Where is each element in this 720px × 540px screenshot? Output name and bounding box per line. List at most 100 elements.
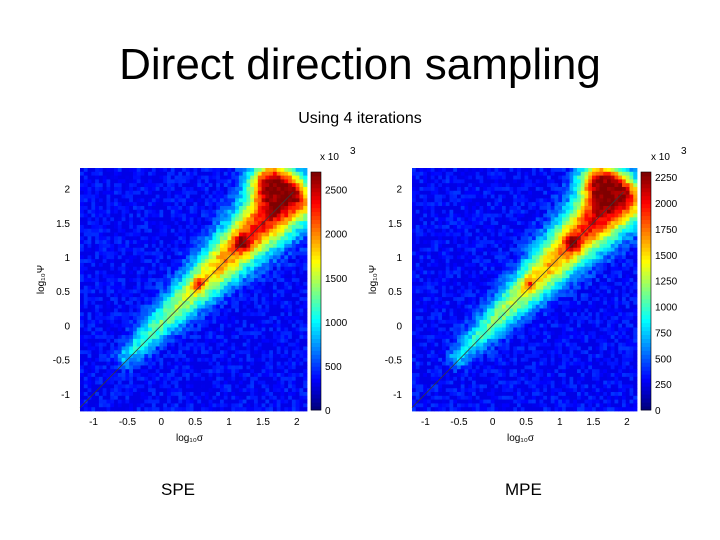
heatmap-cell (254, 194, 259, 199)
heatmap-cell (80, 338, 85, 344)
heatmap-cell (250, 278, 255, 283)
heatmap-cell (159, 194, 164, 199)
heatmap-cell (98, 183, 104, 188)
heatmap-cell (129, 270, 134, 275)
heatmap-cell (261, 270, 266, 275)
heatmap-cell (148, 327, 153, 332)
heatmap-cell (460, 285, 465, 290)
heatmap-cell (430, 240, 435, 245)
heatmap-cell (449, 266, 454, 271)
heatmap-cell (430, 251, 435, 256)
heatmap-cell (419, 190, 424, 195)
heatmap-cell (295, 392, 300, 397)
heatmap-cell (117, 304, 123, 309)
heatmap-cell (178, 312, 183, 317)
heatmap-cell (265, 297, 270, 302)
heatmap-cell (254, 190, 259, 195)
heatmap-cell (265, 186, 270, 192)
heatmap-cell (284, 278, 289, 283)
heatmap-cell (219, 323, 225, 328)
heatmap-cell (114, 209, 119, 214)
heatmap-cell (242, 361, 247, 366)
heatmap-cell (98, 346, 104, 351)
heatmap-cell (227, 354, 232, 359)
heatmap-cell (129, 202, 134, 207)
heatmap-cell (299, 205, 304, 211)
heatmap-cell (269, 270, 274, 275)
heatmap-cell (178, 168, 183, 173)
heatmap-cell (231, 243, 236, 249)
heatmap-cell (299, 255, 304, 260)
heatmap-cell (223, 278, 228, 283)
heatmap-cell (201, 380, 206, 385)
heatmap-cell (95, 285, 100, 290)
heatmap-cell (117, 338, 123, 344)
heatmap-cell (87, 319, 92, 325)
heatmap-cell (98, 403, 104, 408)
heatmap-cell (125, 342, 130, 347)
heatmap-cell (412, 209, 417, 214)
heatmap-cell (295, 240, 300, 245)
heatmap-cell (185, 312, 191, 317)
heatmap-cell (284, 384, 289, 389)
heatmap-cell (80, 407, 85, 412)
heatmap-cell (185, 369, 191, 374)
heatmap-cell (110, 323, 115, 328)
heatmap-cell (129, 168, 134, 173)
heatmap-cell (453, 323, 458, 328)
heatmap-cell (185, 209, 191, 214)
heatmap-cell (95, 297, 100, 302)
heatmap-cell (197, 168, 202, 173)
heatmap-cell (412, 247, 417, 252)
heatmap-cell (163, 380, 168, 385)
heatmap-cell (257, 217, 262, 222)
heatmap-cell (254, 259, 259, 264)
heatmap-cell (288, 232, 293, 237)
heatmap-cell (170, 236, 175, 241)
heatmap-cell (295, 190, 300, 195)
heatmap-cell (468, 399, 473, 404)
heatmap-cell (472, 243, 477, 249)
heatmap-cell (449, 194, 454, 199)
heatmap-cell (231, 217, 236, 222)
heatmap-cell (170, 316, 175, 321)
heatmap-cell (219, 346, 225, 351)
heatmap-cell (102, 274, 107, 279)
heatmap-cell (280, 202, 285, 207)
heatmap-cell (276, 266, 281, 271)
heatmap-cell (95, 365, 100, 370)
heatmap-cell (457, 278, 462, 283)
heatmap-cell (291, 168, 297, 173)
heatmap-cell (254, 175, 259, 180)
heatmap-cell (468, 179, 473, 184)
heatmap-cell (246, 335, 251, 340)
heatmap-cell (449, 255, 454, 260)
heatmap-cell (95, 373, 100, 378)
heatmap-cell (193, 289, 198, 294)
heatmap-cell (464, 175, 469, 180)
heatmap-cell (106, 388, 111, 393)
heatmap-cell (216, 270, 221, 275)
heatmap-cell (246, 384, 251, 389)
heatmap-cell (151, 399, 157, 404)
heatmap-cell (121, 312, 126, 317)
y-tick-label: 2 (64, 185, 70, 196)
heatmap-cell (136, 198, 141, 203)
heatmap-cell (80, 331, 85, 336)
heatmap-cell (438, 251, 443, 256)
heatmap-cell (284, 262, 289, 268)
heatmap-cell (227, 236, 232, 241)
heatmap-cell (284, 357, 289, 363)
heatmap-cell (269, 350, 274, 355)
heatmap-cell (83, 327, 88, 332)
heatmap-cell (87, 194, 92, 199)
heatmap-cell (295, 186, 300, 192)
heatmap-cell (419, 376, 424, 382)
heatmap-cell (144, 198, 149, 203)
heatmap-cell (219, 198, 225, 203)
heatmap-cell (442, 316, 447, 321)
heatmap-cell (242, 259, 247, 264)
heatmap-cell (445, 300, 450, 306)
heatmap-cell (423, 304, 428, 309)
heatmap-cell (265, 247, 270, 252)
